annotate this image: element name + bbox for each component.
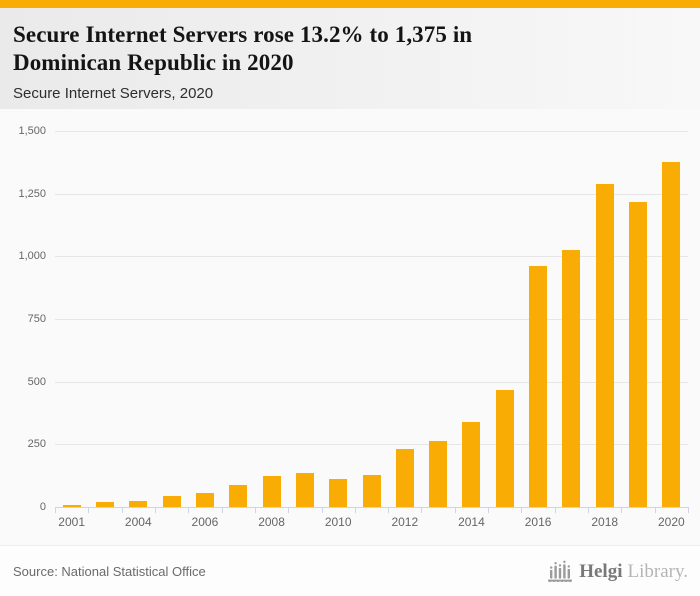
x-axis-label-2018: 2018 (591, 515, 619, 529)
helgi-library-logo-icon (548, 560, 573, 582)
bar-2019[interactable] (629, 202, 648, 507)
bar-2020[interactable] (662, 162, 681, 507)
x-axis-tick (354, 507, 356, 513)
x-axis-tick (288, 507, 290, 513)
y-axis-label-1500: 1,500 (18, 125, 46, 137)
chart-header: Secure Internet Servers rose 13.2% to 1,… (0, 8, 700, 109)
bar-2006[interactable] (195, 492, 214, 507)
bar-2005[interactable] (162, 495, 181, 507)
source-note: Source: National Statistical Office (13, 563, 206, 579)
bar-2003[interactable] (95, 502, 114, 507)
x-axis-tick (55, 507, 56, 513)
x-axis-tick (254, 507, 256, 513)
bar-2009[interactable] (295, 472, 314, 507)
y-axis-label-0: 0 (39, 501, 46, 513)
bar-2012[interactable] (395, 448, 414, 507)
logo-text-library: Library. (627, 560, 689, 582)
x-axis-label-2001: 2001 (58, 515, 85, 529)
y-axis-label-250: 250 (27, 438, 46, 451)
x-axis-tick (221, 507, 223, 513)
x-axis-tick (488, 507, 490, 513)
title-line-2: Dominican Republic in 2020 (13, 50, 294, 75)
x-axis-tick (321, 507, 323, 513)
x-axis-tick (88, 507, 90, 513)
x-axis-tick (554, 507, 556, 513)
x-axis-label-2004: 2004 (124, 515, 152, 529)
x-axis-tick (521, 507, 523, 513)
x-axis-tick (121, 507, 123, 513)
x-axis-label-2014: 2014 (458, 515, 485, 529)
y-axis-label-750: 750 (27, 313, 46, 325)
title-line-1: Secure Internet Servers rose 13.2% to 1,… (13, 22, 473, 47)
logo-text-helgi: Helgi (579, 560, 623, 582)
x-axis-label-2016: 2016 (524, 515, 552, 529)
bar-2007[interactable] (229, 484, 248, 507)
x-axis-tick (621, 507, 623, 513)
y-axis-label-500: 500 (27, 375, 46, 388)
x-axis-tick (154, 507, 156, 513)
x-axis-tick (454, 507, 456, 513)
x-axis-tick (588, 507, 590, 513)
x-axis-line (55, 507, 689, 508)
x-axis-label-2006: 2006 (191, 515, 219, 529)
bar-2015[interactable] (495, 389, 514, 507)
bar-chart-plot: 0 250 500 750 1,000 1,250 1,500 2001 2004 2006 200… (0, 109, 700, 545)
page-title: Secure Internet Servers rose 13.2% to 1,… (13, 21, 700, 77)
bar-2001[interactable] (62, 505, 81, 507)
bar-2004[interactable] (129, 500, 148, 507)
gridline-1500 (55, 131, 688, 132)
gridline-500 (55, 381, 688, 383)
x-axis-tick (688, 507, 689, 513)
chart-subtitle: Secure Internet Servers, 2020 (13, 85, 214, 102)
x-axis-label-2012: 2012 (391, 515, 419, 529)
bar-2018[interactable] (595, 184, 614, 507)
bar-2011[interactable] (362, 475, 381, 507)
y-axis-label-1000: 1,000 (18, 250, 46, 263)
x-axis-tick (421, 507, 423, 513)
x-axis-tick (654, 507, 656, 513)
x-axis-tick (388, 507, 390, 513)
bar-2017[interactable] (562, 249, 581, 507)
x-axis-label-2010: 2010 (324, 515, 352, 529)
bar-2010[interactable] (329, 479, 348, 507)
gridline-250 (55, 444, 688, 446)
bar-2016[interactable] (529, 265, 548, 507)
gridline-1250 (55, 193, 688, 195)
x-axis-label-2008: 2008 (258, 515, 285, 529)
helgi-library-logo[interactable]: Helgi Library. (547, 559, 688, 584)
footer: Source: National Statistical Office (0, 545, 700, 596)
gridline-1000 (55, 256, 688, 258)
bar-2013[interactable] (429, 441, 448, 507)
bar-2014[interactable] (462, 421, 481, 507)
bar-2008[interactable] (262, 476, 281, 507)
top-accent-bar (0, 0, 700, 8)
x-axis-label-2020: 2020 (657, 515, 685, 529)
x-axis-tick (188, 507, 190, 513)
y-axis-label-1250: 1,250 (18, 187, 46, 200)
gridline-750 (55, 319, 688, 320)
